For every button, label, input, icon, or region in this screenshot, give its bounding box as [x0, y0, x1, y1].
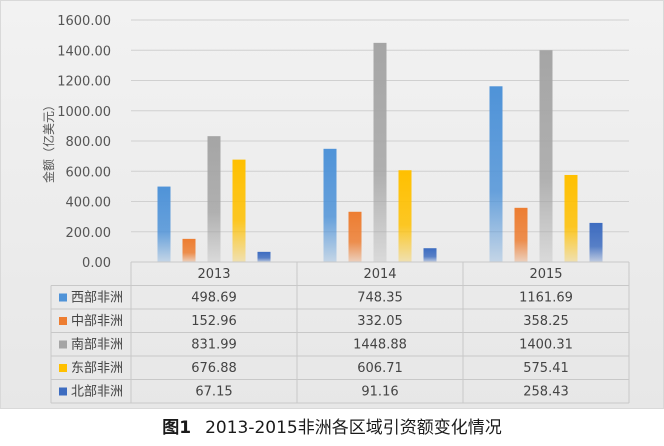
bar: [398, 170, 412, 262]
data-value-label: 748.35: [357, 291, 403, 306]
legend-swatch: [59, 317, 67, 325]
figure-title: 2013-2015非洲各区域引资额变化情况: [205, 418, 502, 438]
bar: [348, 211, 362, 262]
legend-label: 北部非洲: [71, 385, 123, 400]
y-tick-label: 400.00: [66, 196, 112, 211]
data-value-label: 498.69: [191, 291, 237, 306]
data-value-label: 1448.88: [353, 338, 407, 353]
legend-swatch: [59, 387, 67, 396]
data-value-label: 1161.69: [519, 291, 573, 306]
bar: [257, 251, 271, 262]
legend-label: 中部非洲: [71, 314, 123, 329]
bar: [564, 174, 578, 262]
data-value-label: 575.41: [523, 361, 569, 376]
figure-caption: 图1 2013-2015非洲各区域引资额变化情况: [0, 414, 664, 442]
data-value-label: 91.16: [361, 385, 398, 400]
y-tick-label: 1000.00: [57, 105, 111, 120]
bar: [539, 50, 553, 263]
bar: [423, 248, 437, 262]
bar: [589, 222, 603, 262]
legend-swatch: [59, 364, 67, 372]
bar: [207, 136, 221, 262]
y-tick-label: 0.00: [82, 256, 111, 271]
y-tick-label: 1400.00: [57, 44, 111, 59]
data-value-label: 67.15: [195, 385, 232, 400]
category-label: 2015: [529, 267, 562, 282]
bar: [182, 238, 196, 262]
data-value-label: 606.71: [357, 361, 403, 376]
data-value-label: 1400.31: [519, 338, 573, 353]
y-axis-label: 金额（亿美元）: [41, 99, 56, 183]
figure-label: 图1: [162, 418, 192, 438]
legend-swatch: [59, 340, 67, 349]
data-value-label: 258.43: [523, 385, 569, 400]
y-tick-label: 1600.00: [57, 14, 111, 29]
y-tick-label: 800.00: [66, 135, 112, 150]
chart-panel: 0.00 200.00 400.00 600.00 800.00 1000.00 1200.…: [0, 0, 664, 409]
y-tick-label: 200.00: [66, 226, 112, 241]
chart-svg: 0.00 200.00 400.00 600.00 800.00 1000.00 1200.…: [41, 14, 630, 404]
data-value-label: 152.96: [191, 314, 237, 329]
bar: [373, 42, 387, 262]
category-label: 2013: [197, 267, 230, 282]
data-value-label: 831.99: [191, 338, 237, 353]
legend-swatch: [59, 293, 67, 302]
legend-label: 南部非洲: [71, 337, 123, 353]
y-tick-label: 1200.00: [57, 75, 111, 90]
bar: [514, 207, 528, 262]
bar: [489, 86, 503, 262]
bar: [232, 159, 246, 262]
y-tick-label: 600.00: [66, 165, 112, 180]
bar: [323, 148, 337, 262]
data-value-label: 358.25: [523, 314, 569, 329]
category-label: 2014: [363, 267, 396, 282]
data-value-label: 676.88: [191, 361, 237, 376]
legend-label: 东部非洲: [71, 361, 123, 376]
data-value-label: 332.05: [357, 314, 403, 329]
legend-label: 西部非洲: [71, 291, 123, 306]
bar: [157, 186, 171, 262]
